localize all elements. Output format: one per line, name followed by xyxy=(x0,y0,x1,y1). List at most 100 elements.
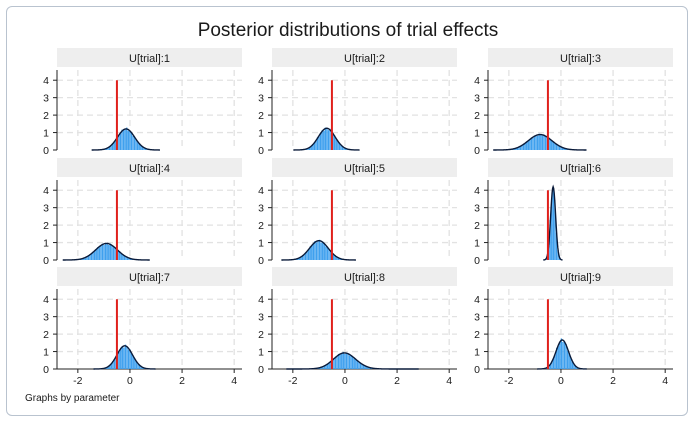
histogram-bar xyxy=(559,342,561,369)
histogram-bar xyxy=(301,255,304,260)
histogram-bar xyxy=(318,239,321,260)
y-tick-label: 2 xyxy=(258,110,264,122)
histogram-bar xyxy=(135,361,138,369)
histogram-bar xyxy=(535,134,537,150)
histogram-bar xyxy=(356,360,359,369)
histogram-bar xyxy=(332,134,334,150)
histogram-bar xyxy=(111,143,114,150)
y-tick-label: 0 xyxy=(43,145,49,157)
histogram-bar xyxy=(120,253,122,260)
y-tick-label: 1 xyxy=(43,128,49,140)
histogram-bar xyxy=(330,361,332,369)
histogram-bar xyxy=(541,135,544,150)
y-tick-label: 0 xyxy=(474,364,480,376)
histogram-bar xyxy=(313,142,316,150)
histogram-bar xyxy=(516,147,519,150)
histogram-bar xyxy=(94,251,96,260)
x-tick-label: 4 xyxy=(231,375,237,387)
histogram-bar xyxy=(518,146,520,150)
histogram-bar xyxy=(136,142,139,150)
histogram-bar xyxy=(135,139,137,150)
histogram-bar xyxy=(141,146,144,150)
histogram-bar xyxy=(92,251,94,260)
histogram-bar xyxy=(519,146,522,150)
panel-header-bg xyxy=(272,48,457,67)
histogram-bar xyxy=(336,356,338,369)
density-curve xyxy=(537,339,587,370)
histogram-bar xyxy=(125,256,127,260)
y-tick-label: 3 xyxy=(258,203,264,215)
histogram-bar xyxy=(138,143,140,150)
panel-label: U[trial]:7 xyxy=(129,272,170,284)
histogram-bar xyxy=(89,254,91,260)
x-tick-label: -2 xyxy=(288,375,297,387)
x-tick-label: 4 xyxy=(662,375,668,387)
histogram-bar xyxy=(311,246,313,260)
histogram-bar xyxy=(530,137,533,150)
histogram-bar xyxy=(300,256,302,260)
histogram-bar xyxy=(109,365,111,369)
panel-4: U[trial]:4 0 1 2 3 4 xyxy=(43,158,242,267)
histogram-bar xyxy=(555,232,558,260)
histogram-bar xyxy=(329,251,332,260)
histogram-bar xyxy=(118,135,120,150)
panel-header-bg xyxy=(272,267,457,286)
y-tick-label: 3 xyxy=(474,312,480,324)
histogram-bar xyxy=(552,357,555,369)
histogram-bar xyxy=(549,139,551,150)
panel-label: U[trial]:5 xyxy=(344,163,385,175)
panel-3: U[trial]:3 0 1 2 3 4 xyxy=(474,48,673,157)
histogram-bar xyxy=(110,145,112,150)
histogram-bar xyxy=(562,147,564,150)
histogram-bar xyxy=(536,135,539,150)
density-curve xyxy=(293,127,360,151)
histogram-bar xyxy=(140,366,142,369)
histogram-bar xyxy=(554,354,556,369)
histogram-bar xyxy=(120,347,122,369)
panel-header-bg xyxy=(488,158,673,177)
histogram-bar xyxy=(335,139,337,150)
histogram-bar xyxy=(345,352,348,369)
panel-label: U[trial]:4 xyxy=(129,163,170,175)
y-tick-label: 2 xyxy=(474,329,480,341)
histogram-bar xyxy=(533,135,536,150)
panel-header-bg xyxy=(57,48,242,67)
histogram-bar xyxy=(529,139,531,150)
y-tick-label: 3 xyxy=(43,93,49,105)
y-tick-label: 3 xyxy=(474,93,480,105)
histogram-bar xyxy=(565,344,567,369)
y-tick-label: 3 xyxy=(258,312,264,324)
histogram-bar xyxy=(312,244,315,260)
y-tick-label: 1 xyxy=(43,347,49,359)
histogram-bar xyxy=(113,141,115,150)
histogram-bar xyxy=(320,366,323,369)
histogram-bar xyxy=(359,362,362,369)
histogram-bar xyxy=(112,247,115,260)
histogram-bar xyxy=(141,367,144,369)
histogram-bar xyxy=(122,130,125,150)
histogram-bar xyxy=(347,353,349,369)
histogram-bar xyxy=(527,141,529,150)
y-tick-label: 2 xyxy=(43,329,49,341)
histogram-bar xyxy=(336,256,338,260)
histogram-bar xyxy=(140,145,142,150)
histogram-bar xyxy=(114,247,116,260)
y-tick-label: 3 xyxy=(258,93,264,105)
histogram-bar xyxy=(315,140,317,150)
histogram-bar xyxy=(556,347,558,369)
y-tick-label: 0 xyxy=(474,145,480,157)
histogram-bar xyxy=(309,147,311,150)
histogram-bar xyxy=(137,363,139,369)
histogram-bar xyxy=(337,257,340,260)
histogram-bar xyxy=(132,356,134,369)
histogram-bar xyxy=(552,141,554,150)
histogram-bar xyxy=(334,357,337,369)
histogram-bar xyxy=(109,243,111,260)
histogram-bar xyxy=(334,255,336,260)
density-curve xyxy=(62,242,150,261)
histogram-bar xyxy=(337,353,340,369)
histogram-bar xyxy=(562,342,564,369)
density-curve xyxy=(91,128,160,151)
histogram-bar xyxy=(358,362,360,369)
